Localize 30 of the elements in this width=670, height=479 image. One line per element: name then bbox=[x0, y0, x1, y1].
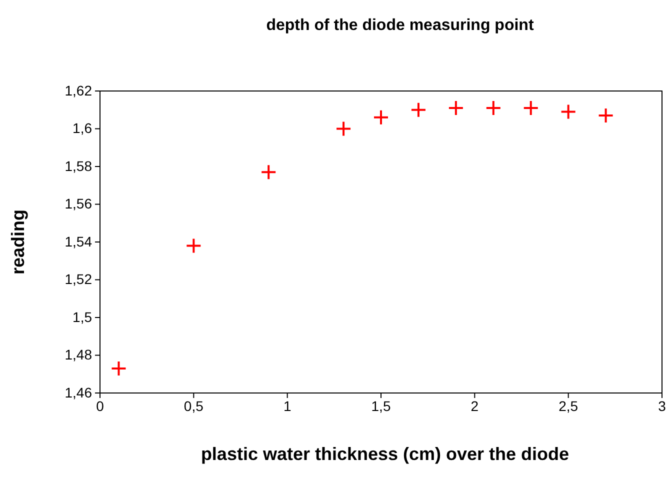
x-tick-label: 2,5 bbox=[558, 398, 578, 414]
point bbox=[110, 360, 127, 376]
x-tick-label: 0,5 bbox=[184, 398, 204, 414]
y-tick-label: 1,54 bbox=[64, 233, 92, 250]
chart-title: depth of the diode measuring point bbox=[266, 17, 534, 34]
point bbox=[336, 120, 352, 137]
x-tick-label: 3 bbox=[658, 398, 666, 414]
y-tick-label: 1,52 bbox=[64, 271, 92, 288]
y-tick-label: 1,46 bbox=[64, 384, 92, 400]
y-tick-label: 1,6 bbox=[72, 120, 92, 136]
point bbox=[522, 100, 539, 116]
y-tick-label: 1,5 bbox=[72, 308, 92, 325]
y-axis-title: reading bbox=[8, 209, 28, 275]
point bbox=[373, 109, 389, 126]
x-axis-title: plastic water thickness (cm) over the diode bbox=[200, 444, 570, 464]
point bbox=[186, 238, 202, 254]
y-tick-label: 1,58 bbox=[64, 158, 92, 174]
y-tick-label: 1,62 bbox=[64, 82, 92, 98]
point bbox=[448, 100, 464, 116]
point bbox=[410, 102, 426, 118]
point bbox=[260, 164, 277, 180]
x-tick-label: 2 bbox=[470, 398, 479, 414]
point bbox=[485, 100, 502, 116]
x-tick-label: 0 bbox=[96, 398, 104, 414]
point bbox=[598, 108, 614, 124]
y-tick-label: 1,48 bbox=[64, 346, 92, 363]
x-tick-label: 1 bbox=[283, 398, 292, 414]
x-tick-label: 1,5 bbox=[371, 398, 391, 414]
point bbox=[560, 104, 576, 120]
y-tick-label: 1,56 bbox=[64, 196, 92, 212]
